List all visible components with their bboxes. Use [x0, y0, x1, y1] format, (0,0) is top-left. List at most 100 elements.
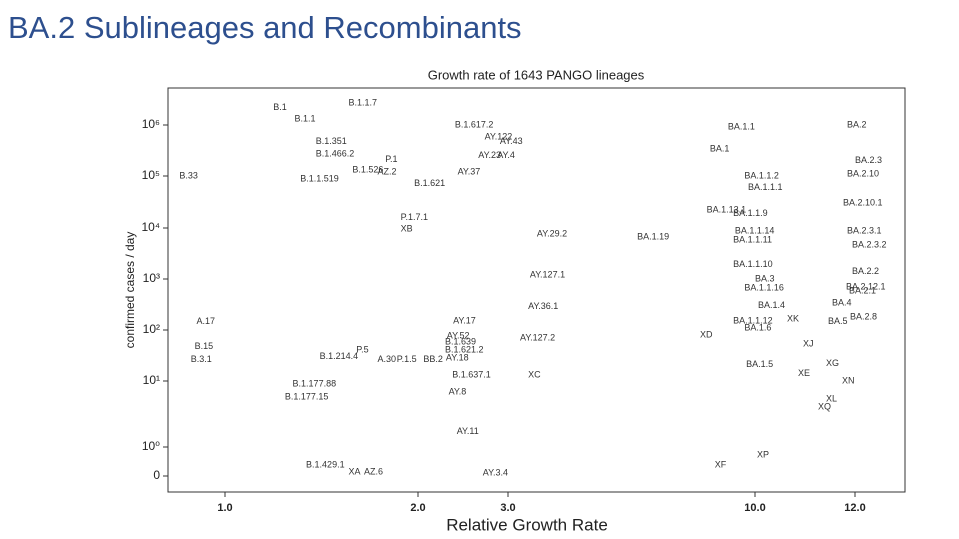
point-label: B.1.466.2 — [316, 148, 355, 158]
y-tick-label: 10⁰ — [142, 439, 160, 453]
point-label: XB — [401, 224, 413, 234]
point-label: B.1.639 — [445, 336, 476, 346]
point-label: BA.2.10 — [847, 168, 879, 178]
y-tick-label: 10² — [143, 322, 160, 336]
point-label: XK — [787, 313, 799, 323]
point-label: BA.1 — [710, 143, 730, 153]
point-label: B.1.429.1 — [306, 459, 345, 469]
point-label: BA.2.3.1 — [847, 225, 882, 235]
point-label: BA.1.1.12 — [733, 315, 773, 325]
point-label: B.3.1 — [191, 354, 212, 364]
point-label: BB.2 — [423, 354, 443, 364]
point-label: XP — [757, 449, 769, 459]
point-label: BA.2.3.2 — [852, 240, 887, 250]
point-label: XD — [700, 329, 713, 339]
y-tick-label: 10¹ — [143, 373, 160, 387]
point-label: XL — [826, 394, 837, 404]
point-label: AY.52 — [447, 331, 470, 341]
x-tick-label: 1.0 — [217, 502, 232, 514]
x-tick-label: 2.0 — [410, 502, 425, 514]
point-label: B.1.214.4 — [320, 351, 359, 361]
x-tick-label: 12.0 — [844, 502, 865, 514]
point-label: P.1 — [385, 154, 397, 164]
y-tick-label: 10⁶ — [142, 117, 160, 131]
point-label: B.1.1.7 — [349, 98, 378, 108]
point-label: XG — [826, 358, 839, 368]
y-tick-label: 0 — [153, 468, 160, 482]
point-label: B.1.1 — [294, 114, 315, 124]
point-label: XE — [798, 368, 810, 378]
point-label: AY.43 — [500, 136, 523, 146]
point-label: XC — [528, 370, 541, 380]
x-axis-label: Relative Growth Rate — [446, 515, 608, 534]
point-label: XN — [842, 375, 855, 385]
point-label: BA.1.19 — [637, 232, 669, 242]
point-label: AY.4 — [497, 150, 515, 160]
point-label: B.1.617.2 — [455, 119, 494, 129]
point-label: XA — [349, 466, 361, 476]
point-label: XQ — [818, 402, 831, 412]
point-label: BA.1.5 — [746, 359, 773, 369]
point-label: BA.1.1.16 — [744, 283, 784, 293]
point-label: AZ.2 — [377, 166, 396, 176]
point-label: BA.3 — [755, 273, 775, 283]
point-label: B.1 — [273, 102, 287, 112]
point-label: BA.1.1 — [728, 122, 755, 132]
point-label: BA.1.1.9 — [733, 208, 768, 218]
point-label: B.33 — [179, 170, 198, 180]
point-label: P.1.7.1 — [401, 212, 428, 222]
point-label: BA.1.13.1 — [707, 205, 747, 215]
point-label: BA.2.8 — [850, 311, 877, 321]
plot-frame — [167, 87, 906, 493]
point-label: BA.1.1.14 — [735, 225, 775, 235]
point-label: B.1.1.519 — [300, 174, 339, 184]
y-tick-label: 10⁴ — [141, 220, 160, 234]
point-label: AY.17 — [453, 315, 476, 325]
point-label: BA.1.1.1 — [748, 182, 783, 192]
point-label: XJ — [803, 338, 814, 348]
point-label: BA.2 — [847, 119, 867, 129]
point-label: AY.3.4 — [483, 467, 508, 477]
point-label: AY.37 — [458, 166, 481, 176]
point-label: B.15 — [195, 341, 214, 351]
x-tick-label: 10.0 — [744, 502, 765, 514]
x-tick-label: 3.0 — [500, 502, 515, 514]
point-label: XF — [715, 459, 727, 469]
point-label: AY.18 — [446, 353, 469, 363]
point-label: B.1.177.15 — [285, 391, 329, 401]
slide-title: BA.2 Sublineages and Recombinants — [8, 10, 522, 45]
point-label: AY.23 — [478, 150, 501, 160]
point-label: P.5 — [356, 345, 368, 355]
point-label: AY.127.2 — [520, 332, 555, 342]
point-label: P.1.5 — [397, 354, 417, 364]
point-label: BA.5 — [828, 316, 848, 326]
point-label: AY.29.2 — [537, 228, 567, 238]
point-label: BA.2.1 — [849, 285, 876, 295]
point-label: BA.1.4 — [758, 300, 785, 310]
point-label: A.30 — [377, 354, 396, 364]
point-label: BA.4 — [832, 297, 852, 307]
point-label: BA.1.1.2 — [744, 170, 779, 180]
point-label: B.1.177.88 — [293, 378, 337, 388]
point-label: AY.36.1 — [528, 301, 558, 311]
point-label: AY.11 — [457, 426, 479, 436]
point-label: BA.1.1.11 — [733, 234, 772, 244]
point-label: AY.122 — [485, 131, 513, 141]
point-label: B.1.526 — [352, 165, 383, 175]
point-label: AY.127.1 — [530, 269, 565, 279]
point-label: B.1.351 — [316, 136, 347, 146]
point-label: BA.2.3 — [855, 155, 882, 165]
chart-title: Growth rate of 1643 PANGO lineages — [428, 67, 645, 82]
point-label: BA.2.10.1 — [843, 198, 883, 208]
y-tick-label: 10³ — [143, 271, 160, 285]
y-tick-label: 10⁵ — [142, 168, 160, 182]
y-axis-label: confirmed cases / day — [123, 232, 137, 349]
point-label: BA.1.6 — [744, 322, 771, 332]
point-label: B.1.637.1 — [452, 370, 491, 380]
point-label: A.17 — [197, 316, 216, 326]
point-label: B.1.621 — [414, 178, 445, 188]
point-label: B.1.621.2 — [445, 345, 484, 355]
point-label: AY.8 — [449, 386, 467, 396]
point-label: AZ.6 — [364, 466, 383, 476]
